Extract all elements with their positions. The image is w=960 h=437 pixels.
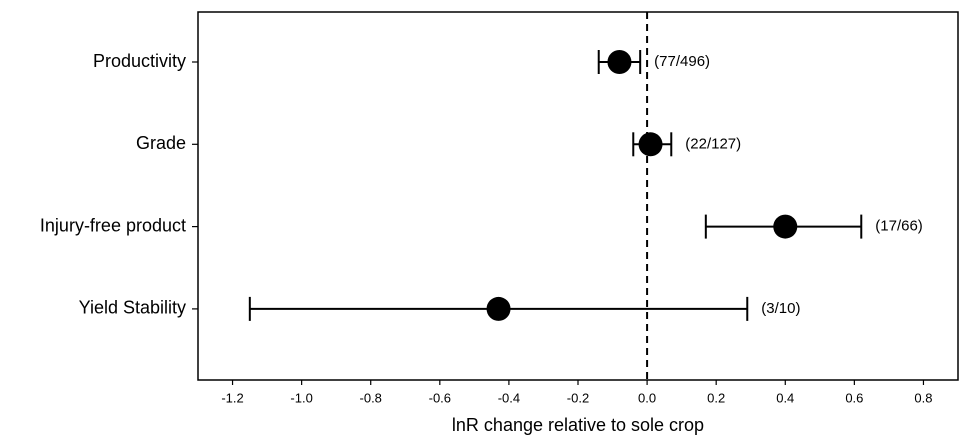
y-tick-label: Yield Stability (79, 298, 186, 318)
annotation: (3/10) (761, 300, 800, 317)
point (486, 296, 511, 321)
x-axis-label: lnR change relative to sole crop (452, 415, 704, 435)
x-tick-label: -0.8 (360, 390, 382, 405)
y-tick-label: Injury-free product (40, 215, 186, 235)
point (773, 214, 798, 239)
y-tick-label: Productivity (93, 51, 186, 71)
x-tick-label: 0.0 (638, 390, 656, 405)
x-tick-label: -0.2 (567, 390, 589, 405)
x-tick-label: 0.6 (845, 390, 863, 405)
x-tick-label: -1.2 (221, 390, 243, 405)
x-tick-label: 0.2 (707, 390, 725, 405)
x-tick-label: -0.6 (429, 390, 451, 405)
x-tick-label: -1.0 (290, 390, 312, 405)
x-tick-label: 0.8 (914, 390, 932, 405)
plot-frame (197, 11, 959, 381)
annotation: (22/127) (685, 135, 741, 152)
point (638, 132, 663, 157)
point (607, 50, 632, 74)
annotation: (17/66) (875, 218, 923, 235)
x-tick-label: 0.4 (776, 390, 794, 405)
x-tick-label: -0.4 (498, 390, 520, 405)
annotation: (77/496) (654, 53, 710, 70)
y-tick-label: Grade (136, 133, 186, 153)
